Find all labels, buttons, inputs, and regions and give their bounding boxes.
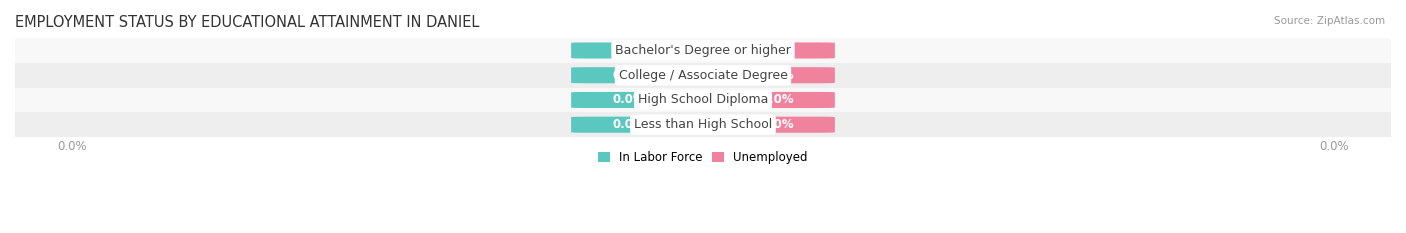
Text: College / Associate Degree: College / Associate Degree (619, 69, 787, 82)
Bar (15, 38, 1391, 63)
Text: High School Diploma: High School Diploma (638, 93, 768, 106)
Text: Bachelor's Degree or higher: Bachelor's Degree or higher (614, 44, 792, 57)
Text: Less than High School: Less than High School (634, 118, 772, 131)
FancyBboxPatch shape (571, 117, 686, 133)
FancyBboxPatch shape (720, 42, 835, 58)
Text: 0.0%: 0.0% (761, 44, 794, 57)
Bar (15, 63, 1391, 88)
FancyBboxPatch shape (571, 42, 686, 58)
Text: Source: ZipAtlas.com: Source: ZipAtlas.com (1274, 16, 1385, 26)
FancyBboxPatch shape (571, 92, 686, 108)
Text: 0.0%: 0.0% (612, 93, 645, 106)
FancyBboxPatch shape (720, 117, 835, 133)
Bar (15, 88, 1391, 112)
Text: 0.0%: 0.0% (761, 69, 794, 82)
FancyBboxPatch shape (571, 67, 686, 83)
Text: 0.0%: 0.0% (612, 44, 645, 57)
Text: EMPLOYMENT STATUS BY EDUCATIONAL ATTAINMENT IN DANIEL: EMPLOYMENT STATUS BY EDUCATIONAL ATTAINM… (15, 15, 479, 30)
Text: 0.0%: 0.0% (761, 118, 794, 131)
Text: 0.0%: 0.0% (612, 69, 645, 82)
Legend: In Labor Force, Unemployed: In Labor Force, Unemployed (593, 146, 813, 169)
FancyBboxPatch shape (720, 92, 835, 108)
Text: 0.0%: 0.0% (761, 93, 794, 106)
Text: 0.0%: 0.0% (612, 118, 645, 131)
Bar (15, 112, 1391, 137)
FancyBboxPatch shape (720, 67, 835, 83)
